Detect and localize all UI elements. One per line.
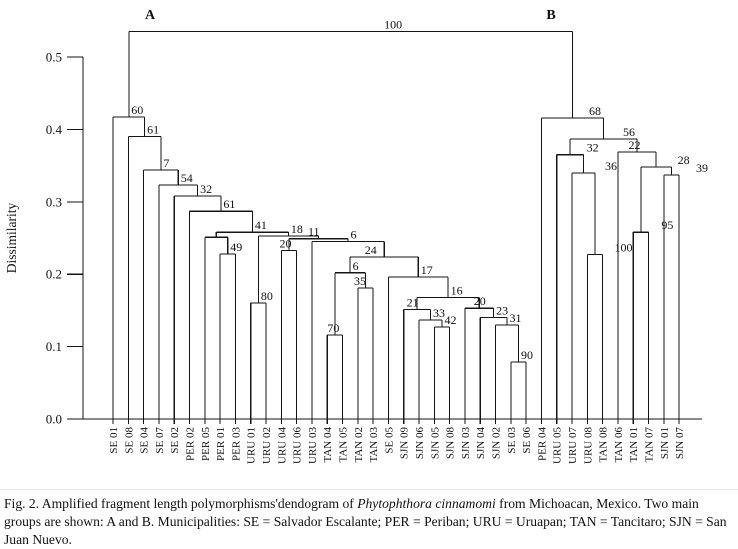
leaf-label: TAN 07 [644,427,656,463]
leaf-label: SE 04 [139,427,151,454]
node-value-label: 100 [384,18,402,32]
y-tick-label: 0.5 [46,50,62,65]
group-label-B: B [546,8,555,23]
leaf-label: TAN 04 [322,427,334,463]
node-value-label: 39 [696,161,708,175]
node-value-label: 16 [451,283,463,297]
leaf-label: URU 01 [246,427,258,464]
y-tick-label: 0.1 [46,339,62,354]
leaf-label: SJN 04 [475,427,487,460]
figure-caption: Fig. 2. Amplified fragment length polymo… [0,489,738,549]
leaf-label: PER 02 [185,427,197,461]
leaf-label: SE 05 [383,427,395,454]
node-value-label: 23 [496,304,508,318]
node-value-label: 17 [421,263,433,277]
leaf-label: SJN 02 [491,427,503,459]
leaf-label: PER 05 [200,427,212,461]
leaf-label: TAN 06 [613,427,625,463]
leaf-label: SE 06 [521,427,533,454]
node-value-label: 61 [147,123,159,137]
node-value-label: 56 [623,125,635,139]
leaf-label: SJN 05 [429,427,441,460]
leaf-label: SJN 06 [414,427,426,460]
y-tick-label: 0.4 [46,122,63,137]
y-tick-label: 0.0 [46,412,62,427]
node-value-label: 22 [629,138,641,152]
leaf-label: URU 05 [552,427,564,464]
node-value-label: 70 [327,321,339,335]
node-value-label: 21 [407,296,419,310]
leaf-label: SJN 07 [674,427,686,460]
leaf-label: SJN 01 [659,427,671,459]
node-value-label: 41 [255,218,267,232]
caption-species-name: Phytophthora cinnamomi [357,496,496,511]
node-value-label: 49 [230,240,242,254]
leaf-label: TAN 08 [598,427,610,463]
leaf-label: SE 02 [169,427,181,454]
node-value-label: 90 [521,348,533,362]
group-label-A: A [145,8,156,23]
leaf-label: SE 01 [108,427,120,454]
node-value-label: 28 [678,153,690,167]
leaf-label: PER 04 [536,427,548,461]
leaf-label: TAN 02 [353,427,365,462]
node-value-label: 6 [351,228,357,242]
leaf-label: SJN 09 [399,427,411,460]
node-value-label: 54 [181,171,193,185]
leaf-label: SJN 08 [445,427,457,460]
leaf-label: SE 07 [154,427,166,454]
leaf-label: URU 07 [567,427,579,464]
leaf-label: URU 06 [292,427,304,464]
y-tick-label: 0.2 [46,267,62,282]
node-value-label: 24 [365,243,377,257]
node-value-label: 35 [354,274,366,288]
leaf-label: URU 02 [261,427,273,464]
node-value-label: 33 [433,306,445,320]
node-value-label: 32 [587,141,599,155]
leaf-label: URU 04 [276,427,288,464]
y-axis-title: Dissimilarity [4,203,19,274]
node-value-label: 32 [200,182,212,196]
leaf-label: SE 08 [123,427,135,454]
leaf-label: URU 08 [582,427,594,464]
leaf-label: SJN 03 [460,427,472,460]
node-value-label: 6 [353,259,359,273]
leaf-label: TAN 03 [368,427,380,463]
leaf-label: TAN 05 [338,427,350,463]
node-value-label: 100 [614,241,632,255]
node-value-label: 31 [509,311,521,325]
y-tick-label: 0.3 [46,194,62,209]
node-value-label: 11 [308,225,320,239]
caption-text-2: from Michoacan, Mexico. Two main groups … [4,496,727,547]
node-value-label: 95 [661,218,673,232]
node-value-label: 80 [261,289,273,303]
node-value-label: 42 [444,313,456,327]
caption-text-1: Fig. 2. Amplified fragment length polymo… [4,496,358,511]
leaf-label: PER 03 [230,427,242,461]
node-value-label: 36 [605,159,617,173]
node-value-label: 68 [589,104,601,118]
leaf-label: TAN 01 [628,427,640,462]
leaf-label: PER 01 [215,427,227,461]
leaf-label: SE 03 [506,427,518,454]
node-value-label: 18 [291,222,303,236]
node-value-label: 61 [223,197,235,211]
node-value-label: 60 [131,103,143,117]
node-value-label: 7 [163,156,169,170]
leaf-label: URU 03 [307,427,319,464]
